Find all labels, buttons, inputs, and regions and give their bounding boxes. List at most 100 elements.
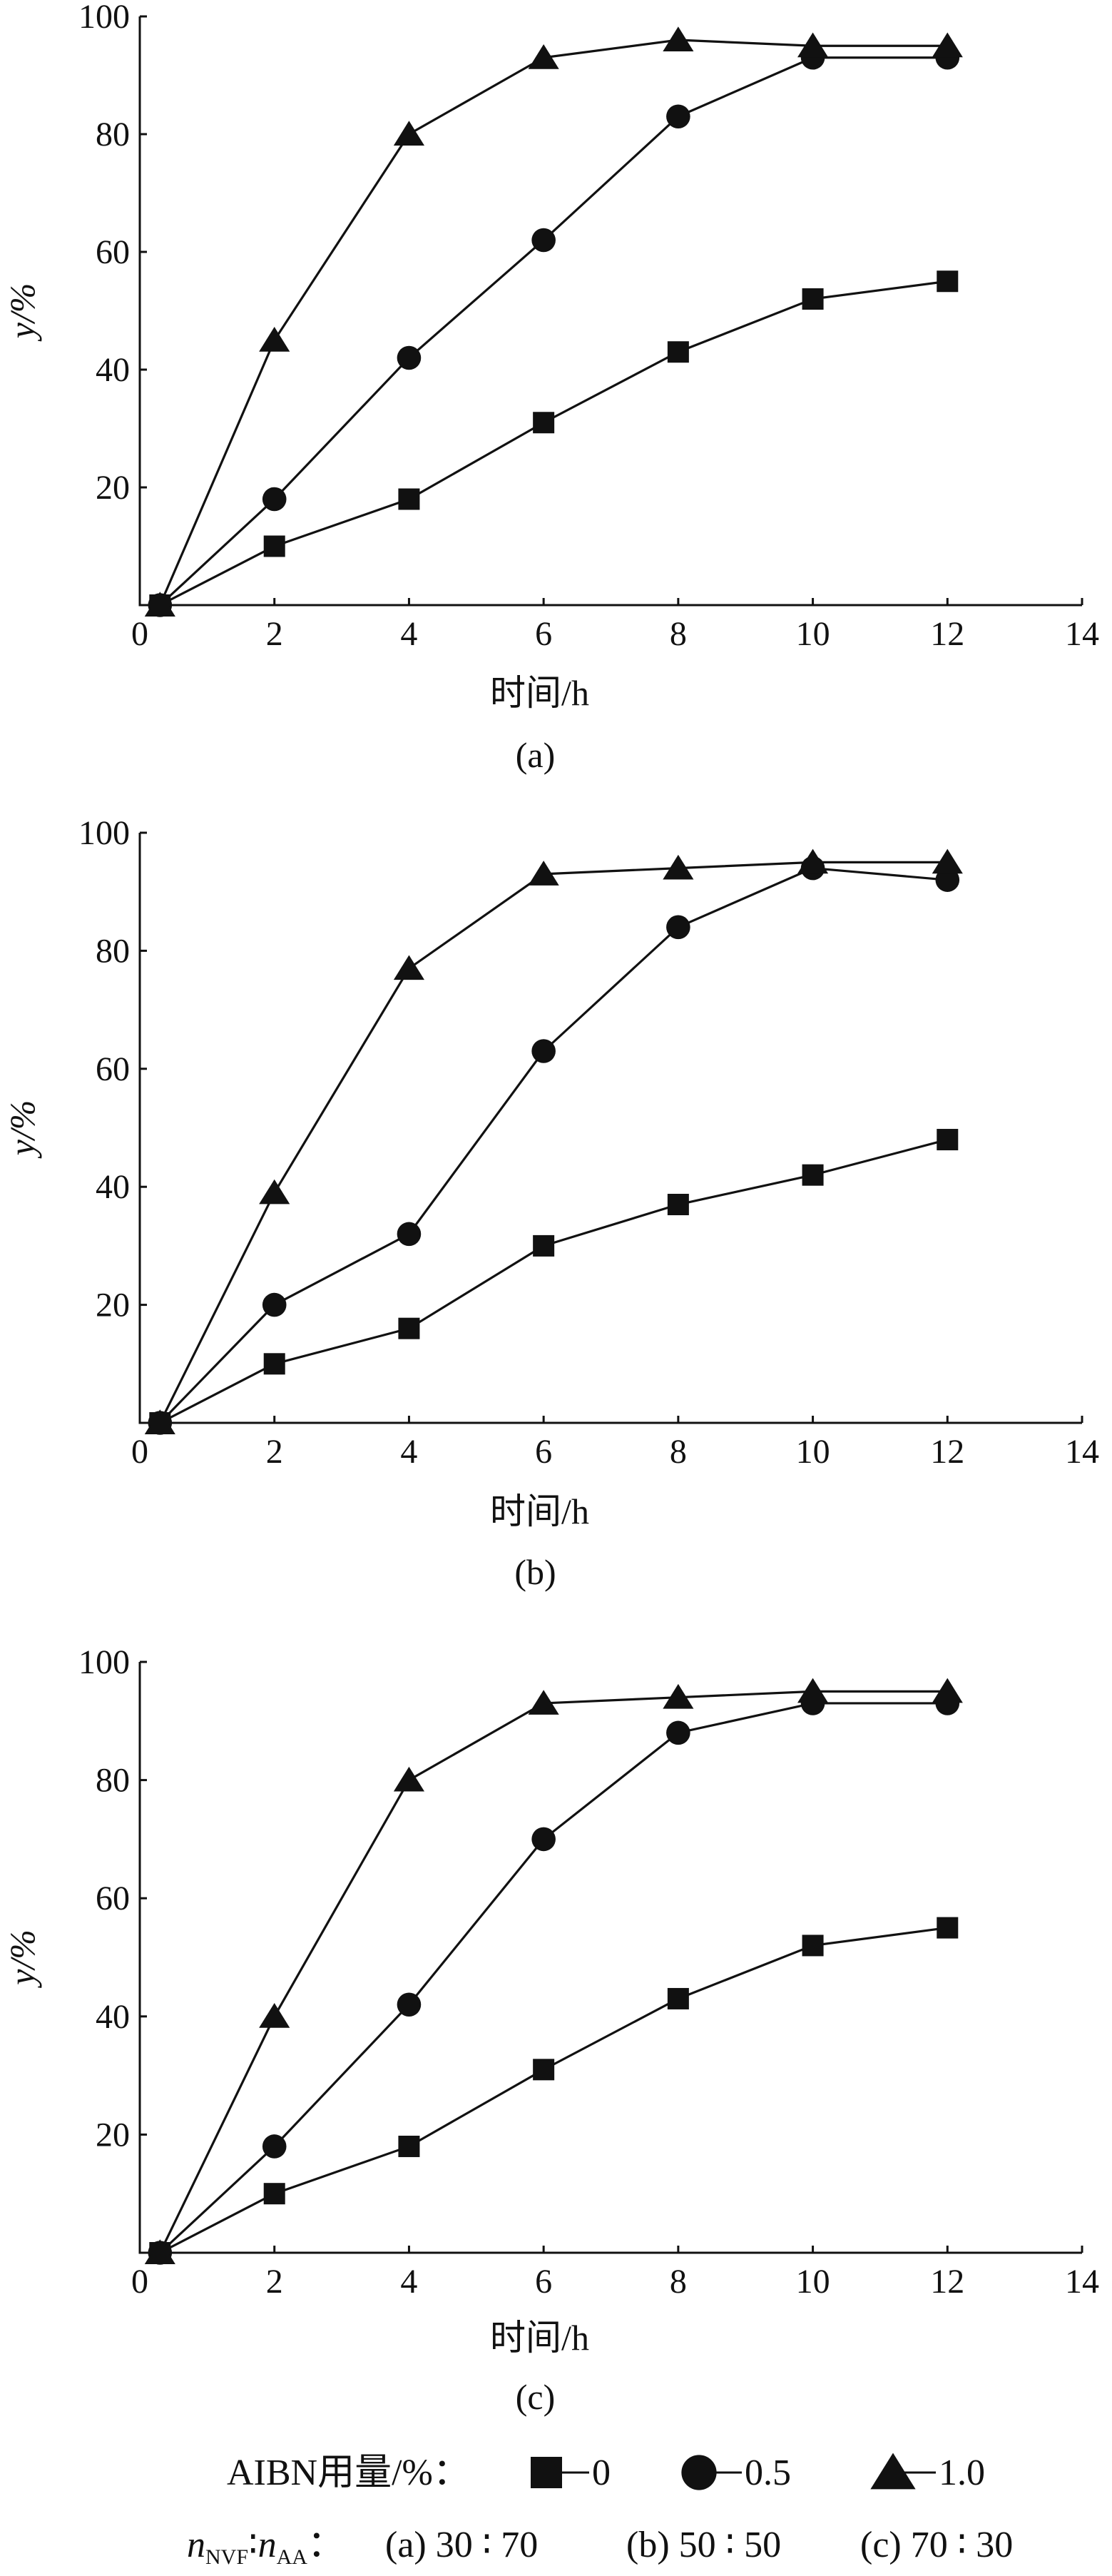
- data-point-circle: [262, 1292, 287, 1317]
- data-point-square: [263, 535, 285, 557]
- x-tick-label: 12: [930, 2263, 964, 2301]
- data-point-triangle: [932, 32, 963, 58]
- data-point-triangle: [259, 1179, 290, 1205]
- ratio-b: (b) 50 ∶ 50: [626, 2525, 781, 2565]
- data-point-triangle: [144, 592, 175, 617]
- data-point-circle: [397, 1992, 422, 2017]
- y-tick-label: 20: [96, 2116, 130, 2154]
- ratio-separator: ∶: [248, 2525, 258, 2565]
- data-point-triangle: [393, 955, 424, 980]
- y-axis-title: y/%: [2, 1100, 42, 1160]
- data-point-square: [533, 1234, 555, 1257]
- x-tick-label: 8: [670, 1433, 687, 1471]
- y-axis-title: y/%: [2, 1930, 42, 1989]
- legend-item-circle: 0.5: [681, 2453, 791, 2493]
- x-axis-title: 时间/h: [490, 2318, 589, 2358]
- data-point-square: [802, 1164, 824, 1186]
- series-line-triangle: [158, 39, 948, 606]
- y-tick-label: 40: [96, 351, 130, 389]
- data-point-circle: [531, 1827, 556, 1852]
- x-tick-label: 0: [131, 1433, 148, 1471]
- ratio-sub-nvf: NVF: [205, 2545, 248, 2569]
- x-tick-label: 0: [131, 2263, 148, 2301]
- panel-label: (c): [516, 2377, 556, 2417]
- x-tick-label: 14: [1065, 615, 1099, 653]
- legend-marker-square: [531, 2457, 562, 2488]
- data-point-square: [533, 2059, 555, 2081]
- legend-marker-triangle: [870, 2453, 916, 2490]
- chart-panel-3: 0 2 4 6 8 10 12 14 20 40 60 80 100 时间/h y/% (c): [2, 1643, 1099, 2417]
- series-line-square: [159, 1138, 948, 1424]
- data-point-circle: [262, 2134, 287, 2159]
- data-point-circle: [666, 915, 690, 940]
- data-point-triangle: [393, 121, 424, 146]
- data-point-triangle: [259, 327, 290, 352]
- data-point-triangle: [528, 1690, 559, 1715]
- series-line-circle: [159, 1702, 948, 2254]
- legend-title: AIBN用量/%：: [227, 2453, 470, 2493]
- axes: [138, 1662, 1082, 2254]
- legend: AIBN用量/%： 0 0.5 1.0: [227, 2453, 985, 2493]
- data-point-square: [667, 1194, 689, 1216]
- y-tick-label: 100: [78, 1643, 130, 1681]
- legend-item-triangle: 1.0: [870, 2453, 985, 2493]
- legend-items: 0 0.5 1.0: [531, 2453, 985, 2493]
- data-point-square: [802, 1934, 824, 1957]
- panel-label: (a): [516, 735, 556, 775]
- x-tick-label: 8: [670, 2263, 687, 2301]
- ratio-legend: nNVF∶nAA： (a) 30 ∶ 70 (b) 50 ∶ 50 (c) 70…: [187, 2525, 1013, 2569]
- y-axis-title: y/%: [2, 283, 42, 343]
- y-tick-label: 80: [96, 1762, 130, 1800]
- x-axis-title: 时间/h: [490, 1491, 589, 1531]
- data-point-square: [937, 1917, 959, 1939]
- data-point-square: [802, 288, 824, 310]
- data-point-circle: [262, 487, 287, 512]
- x-tick-label: 2: [266, 615, 283, 653]
- data-point-square: [263, 1353, 285, 1375]
- data-point-triangle: [797, 1678, 829, 1703]
- x-tick-label: 14: [1065, 2263, 1099, 2301]
- data-point-circle: [397, 1222, 422, 1247]
- data-point-circle: [531, 1039, 556, 1063]
- series-line-triangle: [158, 1690, 948, 2253]
- legend-label-triangle: 1.0: [939, 2453, 985, 2493]
- data-point-square: [533, 412, 555, 434]
- ratio-c: (c) 70 ∶ 30: [860, 2525, 1013, 2565]
- data-point-circle: [531, 228, 556, 253]
- data-point-square: [937, 1129, 959, 1151]
- ratio-n-aa: n: [258, 2525, 277, 2565]
- y-tick-label: 20: [96, 1287, 130, 1324]
- legend-item-square: 0: [531, 2453, 611, 2493]
- data-point-circle: [935, 868, 960, 892]
- data-point-square: [398, 2135, 420, 2157]
- data-point-triangle: [663, 1683, 694, 1709]
- axes: [138, 16, 1082, 607]
- axes: [138, 833, 1082, 1424]
- data-point-triangle: [797, 32, 829, 58]
- x-tick-label: 4: [400, 1433, 417, 1471]
- ratio-label: nNVF∶nAA：: [187, 2525, 345, 2569]
- ratio-n-nvf: n: [187, 2525, 205, 2565]
- y-tick-label: 40: [96, 1168, 130, 1206]
- y-tick-label: 60: [96, 233, 130, 271]
- series-line-circle: [159, 866, 948, 1424]
- data-point-triangle: [528, 861, 559, 886]
- x-tick-label: 10: [796, 1433, 830, 1471]
- data-point-square: [398, 1317, 420, 1339]
- ratio-colon: ：: [307, 2525, 345, 2565]
- x-tick-label: 2: [266, 1433, 283, 1471]
- data-point-triangle: [144, 1409, 175, 1434]
- data-point-triangle: [663, 854, 694, 880]
- legend-marker-circle: [681, 2455, 717, 2490]
- y-tick-label: 100: [78, 0, 130, 36]
- ratio-sub-aa: AA: [277, 2545, 308, 2569]
- x-tick-label: 4: [400, 2263, 417, 2301]
- data-point-triangle: [393, 1766, 424, 1792]
- y-tick-label: 40: [96, 1998, 130, 2036]
- x-tick-label: 6: [535, 2263, 552, 2301]
- data-point-triangle: [144, 2239, 175, 2264]
- x-tick-label: 12: [930, 615, 964, 653]
- data-point-triangle: [932, 1678, 963, 1703]
